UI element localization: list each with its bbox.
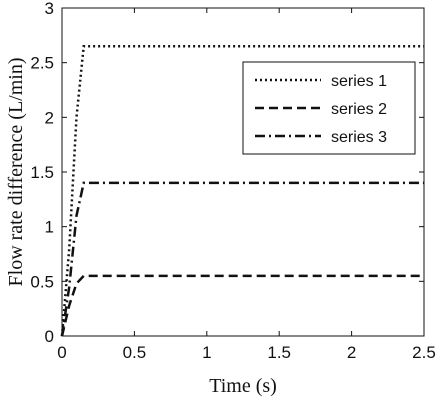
y-tick-label: 0 <box>45 327 54 346</box>
plot-area-frame <box>61 7 425 337</box>
y-tick-label: 0.5 <box>30 272 54 291</box>
series-line-2 <box>60 274 424 337</box>
legend-items: series 1 series 2 series 3 <box>255 73 387 146</box>
x-tick-label: 0.5 <box>123 343 147 362</box>
y-tick-label: 2 <box>45 108 54 127</box>
legend-label-2: series 2 <box>331 101 387 118</box>
y-tick-label: 3 <box>45 0 54 18</box>
series-layer <box>60 45 424 337</box>
legend-box <box>242 61 416 155</box>
x-axis-label: Time (s) <box>209 375 277 397</box>
x-tick-label: 2.5 <box>412 343 436 362</box>
y-tick-label: 1 <box>45 218 54 237</box>
y-tick-label: 2.5 <box>30 54 54 73</box>
ticks-layer: 0 0.5 1 1.5 2 2.5 0 0.5 1 1.5 2 2.5 3 <box>30 0 435 362</box>
y-tick-label: 1.5 <box>30 163 54 182</box>
legend-label-3: series 3 <box>331 129 387 146</box>
legend: series 1 series 2 series 3 <box>242 61 416 155</box>
x-tick-label: 2 <box>347 343 356 362</box>
x-tick-label: 1 <box>202 343 211 362</box>
y-axis-label: Flow rate difference (L/min) <box>5 58 27 287</box>
x-tick-label: 1.5 <box>267 343 291 362</box>
legend-label-1: series 1 <box>331 73 387 90</box>
x-tick-label: 0 <box>57 343 66 362</box>
series-line-3 <box>60 181 424 337</box>
